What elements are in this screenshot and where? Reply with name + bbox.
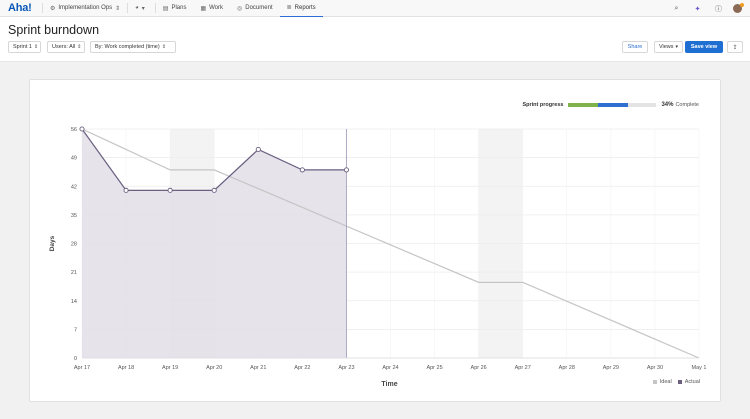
y-axis-title: Days	[49, 235, 56, 251]
legend-swatch-ideal	[652, 380, 657, 384]
aha-logo[interactable]: Aha!	[8, 2, 32, 14]
nav-item-plans[interactable]: ▤ Plans	[156, 0, 194, 17]
sprint-progress-label: Sprint progress	[522, 102, 564, 108]
actual-point	[211, 187, 217, 193]
x-tick-label: Apr 18	[118, 365, 134, 371]
page-header: Sprint burndown Sprint 1 ⇕ Users: All ⇕ …	[0, 17, 750, 62]
y-tick-label: 56	[71, 127, 77, 133]
page-title: Sprint burndown	[8, 23, 100, 37]
y-tick-label: 0	[74, 356, 77, 362]
legend-label-actual: Actual	[684, 379, 700, 385]
chevron-down-icon: ▾	[675, 44, 679, 50]
nav-item-work[interactable]: ▦ Work	[193, 0, 230, 17]
views-label: Views	[658, 44, 674, 50]
progress-segment-in-progress	[598, 103, 629, 107]
x-tick-label: Apr 20	[206, 365, 222, 371]
actual-point	[299, 167, 305, 173]
y-tick-label: 14	[71, 299, 77, 305]
x-tick-label: Apr 21	[250, 365, 266, 371]
save-view-button[interactable]: Save view	[685, 41, 723, 53]
avatar[interactable]	[733, 3, 744, 13]
sprint-progress-word: Complete	[675, 102, 699, 108]
chevron-updown-icon: ⇕	[33, 44, 39, 50]
chart-legend: Ideal Actual	[647, 379, 700, 385]
x-tick-label: Apr 24	[382, 365, 398, 371]
y-tick-label: 7	[74, 327, 77, 333]
nav-divider	[42, 3, 43, 13]
x-tick-label: Apr 28	[559, 365, 575, 371]
nav-item-label: Plans	[171, 5, 187, 11]
workspace-switcher[interactable]: ⚙ Implementation Ops ⇕	[43, 0, 127, 17]
y-tick-label: 42	[71, 184, 77, 190]
x-tick-label: May 1	[692, 365, 707, 371]
sprint-progress: Sprint progress 34% Complete	[522, 102, 699, 108]
x-axis-title: Time	[381, 381, 397, 388]
legend-label-ideal: Ideal	[659, 379, 672, 385]
y-tick-label: 49	[71, 156, 77, 162]
y-tick-label: 28	[71, 242, 77, 248]
burndown-chart: 0 7 14 21 28 35 42 49 56 Apr 17 Apr 18 Apr 19 Apr 20…	[49, 126, 707, 388]
legend-swatch-actual	[677, 380, 682, 384]
nav-utilities: ⌕ ✦ ⓘ	[666, 0, 750, 17]
actual-point	[255, 146, 261, 152]
actual-area	[82, 129, 347, 358]
top-nav: Aha! ⚙ Implementation Ops ⇕ ◕ ▾ ▤ Plans …	[0, 0, 750, 17]
x-tick-label: Apr 26	[471, 365, 487, 371]
x-tick-label: Apr 17	[74, 365, 90, 371]
y-tick-label: 35	[71, 213, 77, 219]
actual-point	[79, 126, 85, 132]
progress-segment-completed	[568, 103, 599, 107]
work-icon: ▦	[200, 5, 207, 12]
nav-item-label: Reports	[294, 4, 316, 11]
x-tick-label: Apr 19	[162, 365, 178, 371]
sprint-filter[interactable]: Sprint 1 ⇕	[8, 41, 41, 53]
actual-point	[123, 187, 129, 193]
x-tick-label: Apr 27	[515, 365, 531, 371]
ai-assistant-icon[interactable]: ✦	[694, 5, 701, 13]
chevron-down-icon: ▾	[141, 5, 145, 12]
filter-label: By: Work completed (time)	[95, 44, 160, 50]
filter-label: Users: All	[52, 44, 76, 50]
document-icon: ◎	[237, 5, 243, 12]
actual-point	[343, 167, 349, 173]
sprint-progress-bar	[568, 103, 657, 107]
x-tick-label: Apr 30	[647, 365, 663, 371]
views-button[interactable]: Views ▾	[654, 41, 683, 53]
nav-item-document[interactable]: ◎ Document	[230, 0, 280, 17]
plans-icon: ▤	[162, 5, 169, 12]
x-tick-label: Apr 29	[603, 365, 619, 371]
share-button[interactable]: Share	[622, 41, 648, 53]
y-tick-label: 21	[71, 270, 77, 276]
help-icon[interactable]: ⓘ	[715, 5, 722, 13]
palette-icon: ◕	[135, 5, 139, 11]
nav-item-label: Document	[245, 5, 273, 11]
users-filter[interactable]: Users: All ⇕	[47, 41, 85, 53]
burndown-chart-card: Sprint progress 34% Complete 0 7 14 21 28 35 4…	[29, 79, 721, 402]
nav-divider	[127, 3, 129, 13]
measure-filter[interactable]: By: Work completed (time) ⇕	[90, 41, 176, 53]
x-tick-label: Apr 25	[426, 365, 442, 371]
chevron-updown-icon: ⇕	[77, 44, 82, 50]
export-icon: ⇪	[732, 44, 738, 51]
export-button[interactable]: ⇪	[727, 41, 743, 53]
x-tick-label: Apr 22	[294, 365, 310, 371]
chevron-updown-icon: ⇕	[161, 44, 166, 50]
filter-label: Sprint 1	[13, 44, 32, 50]
x-tick-label: Apr 23	[338, 365, 354, 371]
legend-item-ideal[interactable]: Ideal	[652, 379, 672, 385]
nav-item-label: Work	[209, 5, 224, 11]
nav-divider	[154, 3, 156, 13]
sprint-progress-percent: 34%	[661, 102, 674, 108]
search-icon[interactable]: ⌕	[674, 4, 679, 12]
palette-menu[interactable]: ◕ ▾	[128, 0, 155, 17]
workspace-label: Implementation Ops	[58, 5, 113, 11]
chevron-updown-icon: ⇕	[115, 5, 121, 12]
actual-point	[167, 187, 173, 193]
reports-icon: ≣	[286, 5, 292, 11]
workspace-icon: ⚙	[50, 5, 56, 12]
nav-item-reports[interactable]: ≣ Reports	[279, 0, 323, 17]
legend-item-actual[interactable]: Actual	[677, 379, 700, 385]
